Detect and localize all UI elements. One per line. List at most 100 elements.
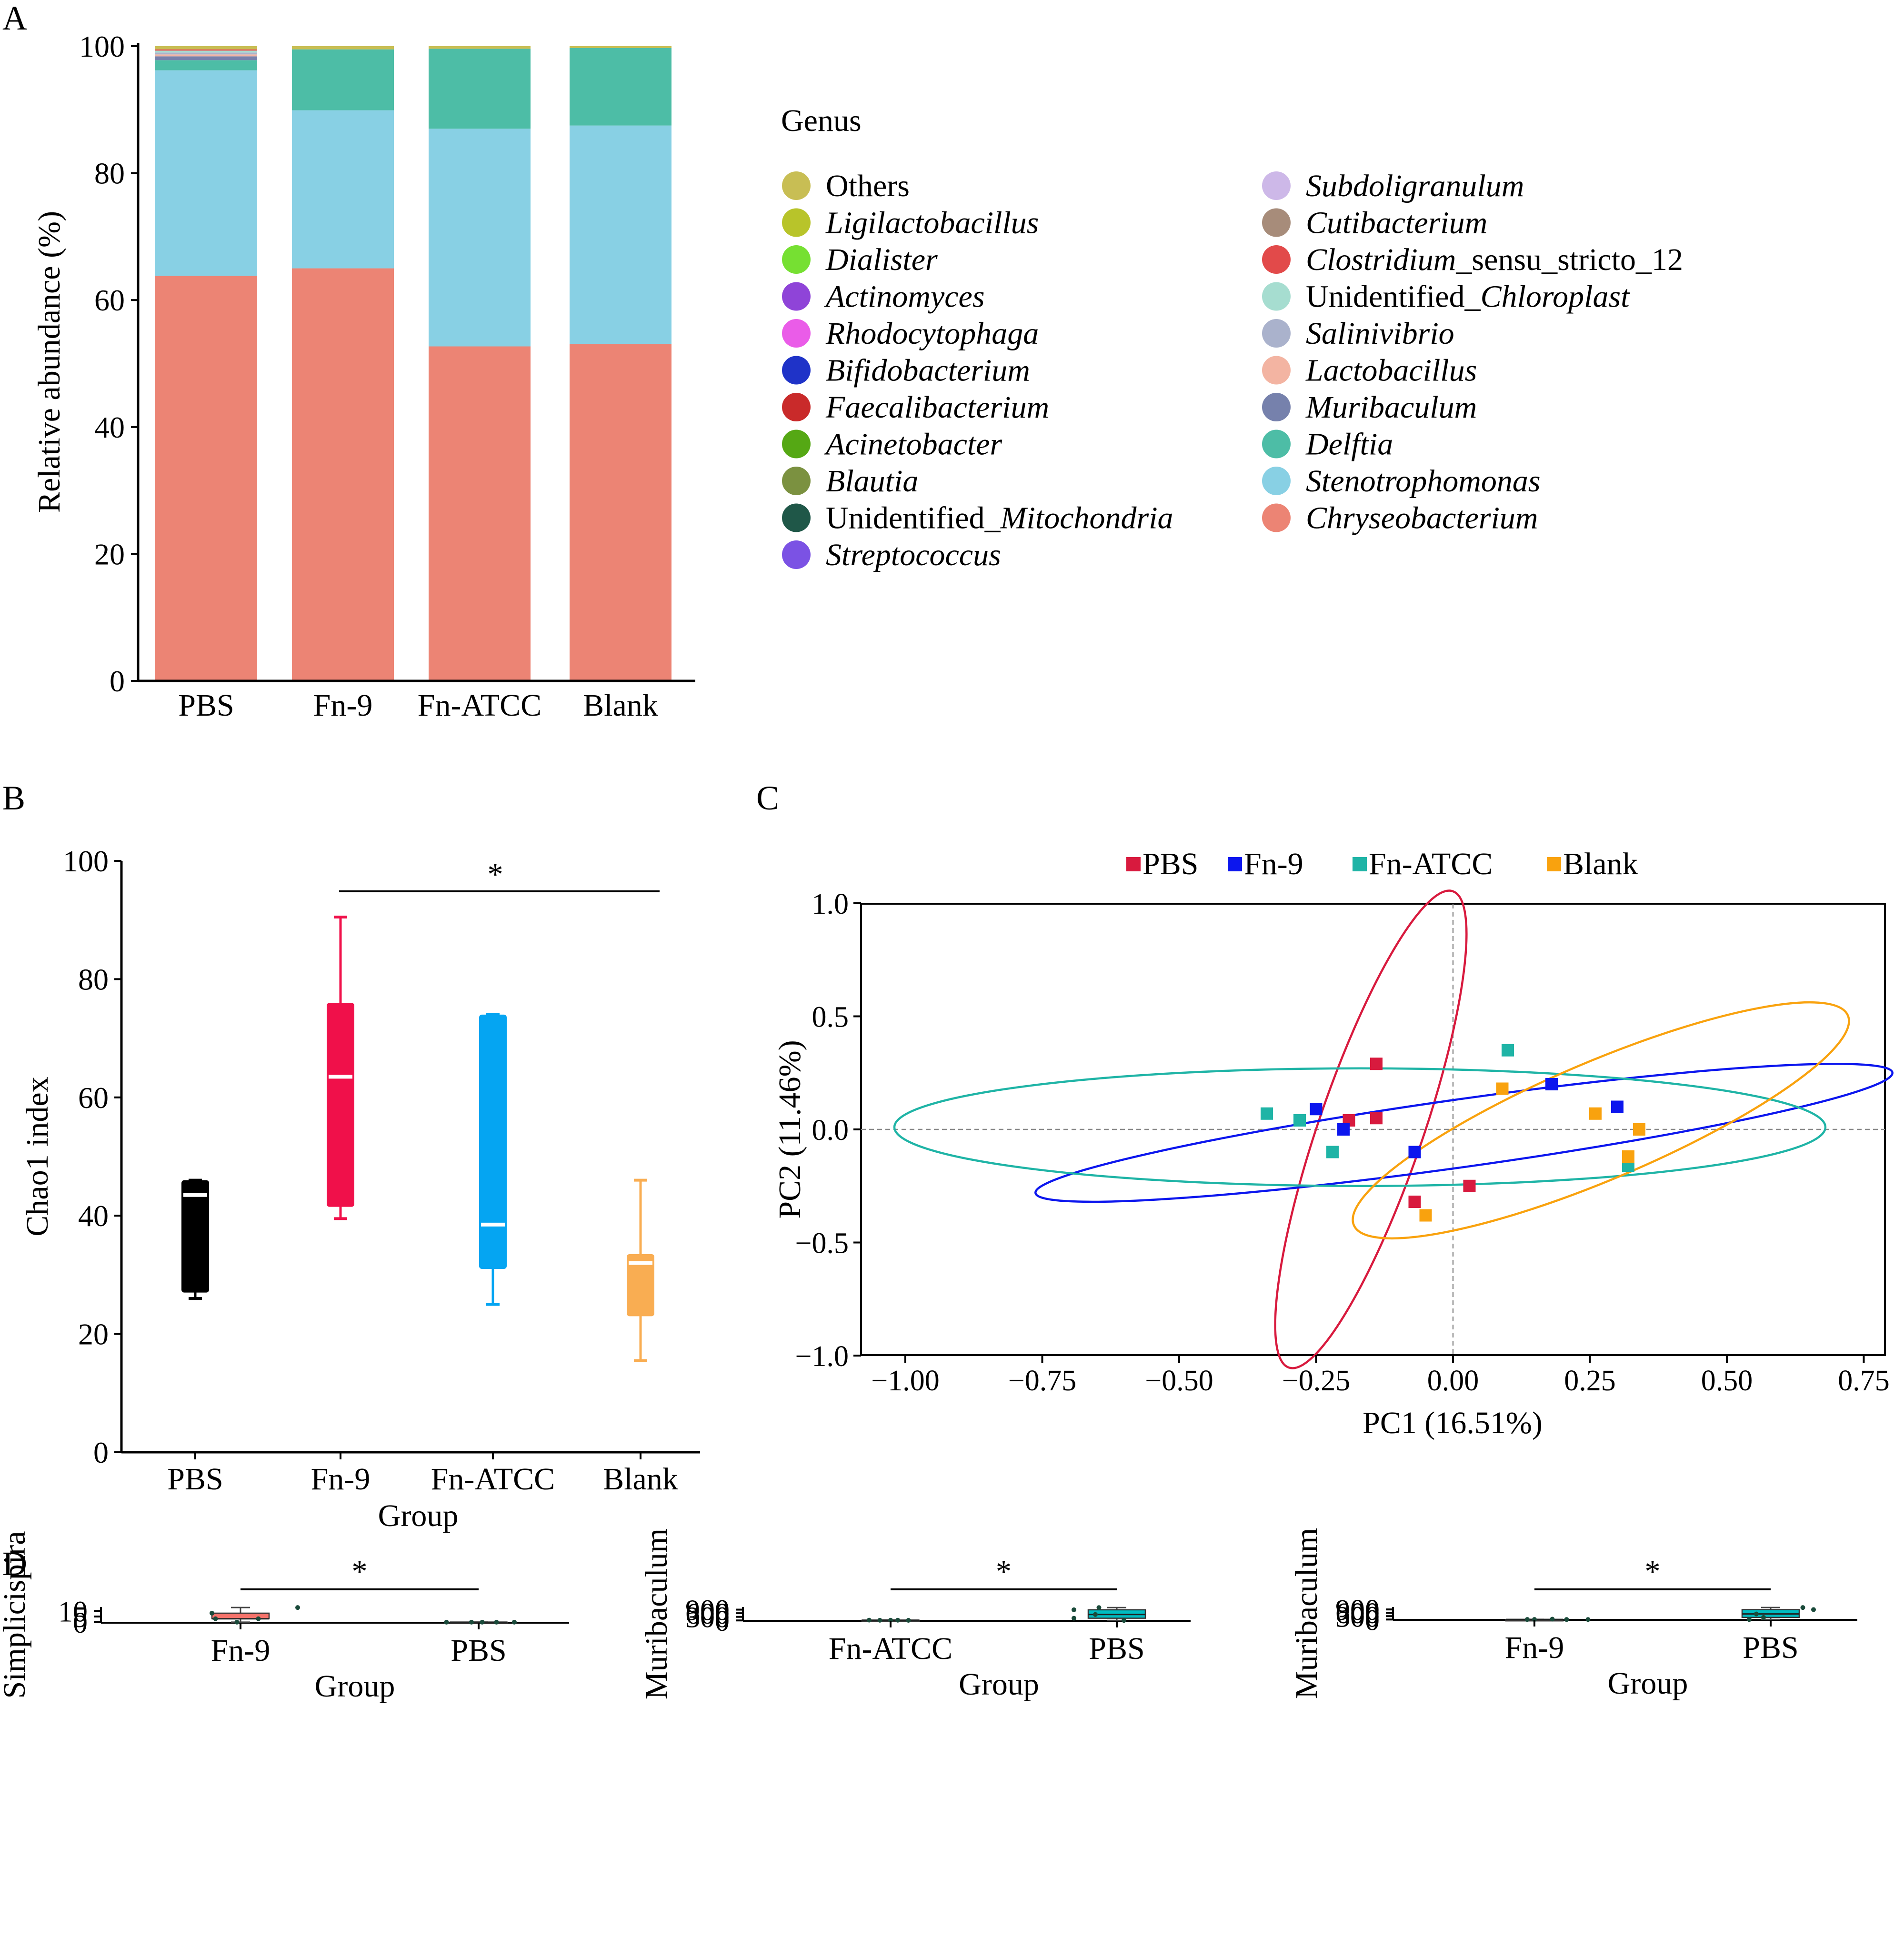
- box-body: [627, 1254, 654, 1317]
- legend-item-stenotrophomonas: Stenotrophomonas: [1262, 464, 1541, 499]
- point-fn-atcc: [1326, 1146, 1339, 1158]
- legend-label: Stenotrophomonas: [1306, 464, 1541, 499]
- legend-swatch: [782, 356, 811, 385]
- legend-item-subdoligranulum: Subdoligranulum: [1262, 169, 1524, 203]
- x-tick-label: Fn-9: [1505, 1630, 1564, 1665]
- y-tick-label: 0: [110, 664, 125, 698]
- legend-label: Others: [826, 169, 910, 203]
- y-tick-label: 900: [685, 1595, 730, 1627]
- legend-label: Chryseobacterium: [1306, 501, 1538, 536]
- bar-segment-fn-atcc-delftia: [429, 49, 531, 129]
- data-point-pbs: [1761, 1615, 1766, 1620]
- bar-segment-fn-atcc-others: [429, 46, 531, 49]
- legend-swatch: [1262, 467, 1291, 495]
- legend-item-salinivibrio: Salinivibrio: [1262, 316, 1454, 351]
- y-tick-label: 0: [1365, 1604, 1380, 1637]
- panel-a-x-tick-labels: PBS Fn-9 Fn-ATCC Blank: [178, 688, 658, 723]
- legend-label: Cutibacterium: [1306, 206, 1487, 240]
- data-point-fn-9: [234, 1619, 240, 1625]
- legend-swatch: [782, 393, 811, 421]
- bar-segment-blank-others: [570, 46, 671, 48]
- y-tick-label: 600: [1335, 1597, 1380, 1630]
- data-point-fn-atcc: [906, 1617, 911, 1623]
- legend-label: PBS: [1142, 847, 1198, 881]
- panel-a-legend-title: Genus: [781, 103, 862, 138]
- bar-segment-blank-delftia: [570, 48, 671, 126]
- x-tick-label: PBS: [178, 688, 234, 723]
- x-tick-label: Fn-ATCC: [431, 1462, 555, 1497]
- point-blank: [1589, 1107, 1602, 1120]
- data-point-pbs: [444, 1619, 449, 1625]
- point-fn-9: [1310, 1103, 1323, 1116]
- bar-segment-pbs-others: [155, 46, 257, 50]
- x-tick-label: Blank: [603, 1462, 678, 1497]
- panel-c-y-ticks: −1.0 −0.5 0.0 0.5 1.0: [795, 888, 861, 1373]
- bar-segment-fn-9-chryseobacterium: [292, 268, 394, 681]
- legend-swatch: [782, 282, 811, 311]
- legend-item-others: Others: [782, 169, 910, 203]
- legend-label: Lactobacillus: [1305, 353, 1477, 388]
- data-point-pbs: [1122, 1618, 1126, 1623]
- legend-item-cutibacterium: Cutibacterium: [1262, 206, 1487, 240]
- data-point-fn-9: [1525, 1617, 1530, 1622]
- legend-item-actinomyces: Actinomyces: [782, 279, 985, 314]
- significance-mark: *: [996, 1554, 1012, 1589]
- legend-item-unidentified-mitochondria: Unidentified_Mitochondria: [782, 501, 1173, 536]
- x-axis-label: Group: [959, 1667, 1039, 1702]
- legend-item-blautia: Blautia: [782, 464, 918, 499]
- legend-swatch: [782, 171, 811, 200]
- x-tick-label: Fn-ATCC: [829, 1631, 952, 1666]
- bar-segment-blank-chryseobacterium: [570, 344, 671, 681]
- box-blank: [627, 1178, 654, 1362]
- x-tick-label: −0.75: [1008, 1365, 1076, 1397]
- legend-item-pbs: PBS: [1126, 847, 1198, 881]
- legend-swatch: [1262, 503, 1291, 532]
- data-point-pbs: [1072, 1607, 1076, 1612]
- panel-c-x-ticks: −1.00 −0.75 −0.50 −0.25 0.00 0.25 0.50 0.75: [871, 1355, 1890, 1397]
- legend-swatch: [782, 208, 811, 237]
- y-tick-label: 60: [78, 1081, 109, 1115]
- box-body: [327, 1003, 354, 1207]
- panel-a-legend: OthersLigilactobacillusDialisterActinomy…: [782, 169, 1683, 572]
- x-tick-label: Fn-ATCC: [418, 688, 541, 723]
- x-tick-label: Fn-9: [311, 1462, 371, 1497]
- x-tick-label: −0.50: [1145, 1365, 1213, 1397]
- y-tick-label: −0.5: [795, 1227, 849, 1260]
- x-tick-label: Blank: [583, 688, 658, 723]
- bar-segment-pbs-unidentified-chloroplast: [155, 50, 257, 53]
- y-tick-label: 0: [715, 1605, 730, 1637]
- x-tick-label: Fn-9: [313, 688, 373, 723]
- bar-segment-pbs-muribaculum: [155, 56, 257, 60]
- legend-label: Unidentified_Chloroplast: [1306, 279, 1630, 314]
- point-fn-atcc: [1293, 1114, 1306, 1127]
- bar-segment-fn-atcc-stenotrophomonas: [429, 129, 531, 347]
- data-point-pbs: [512, 1619, 517, 1625]
- panel-b-y-ticks: 0 20 40 60 80 100: [63, 844, 121, 1469]
- bar-segment-blank-stenotrophomonas: [570, 125, 671, 344]
- legend-swatch: [1262, 245, 1291, 274]
- data-point-pbs: [494, 1619, 499, 1625]
- box-pbs: [181, 1178, 209, 1300]
- point-pbs: [1408, 1196, 1421, 1208]
- significance-mark: *: [488, 857, 503, 892]
- bar-segment-fn-atcc-chryseobacterium: [429, 346, 531, 681]
- legend-label: Subdoligranulum: [1306, 169, 1524, 203]
- legend-item-ligilactobacillus: Ligilactobacillus: [782, 206, 1039, 240]
- legend-label: Ligilactobacillus: [825, 206, 1039, 240]
- data-point-fn-atcc: [867, 1617, 872, 1623]
- confidence-ellipse-fn-9: [1034, 1063, 1894, 1203]
- y-tick-label: 1.0: [812, 888, 849, 920]
- bar-segment-fn-9-delftia: [292, 49, 394, 110]
- legend-label: Blautia: [826, 464, 918, 499]
- significance-mark: *: [1645, 1554, 1661, 1589]
- legend-swatch: [782, 319, 811, 348]
- data-point-pbs: [1072, 1616, 1076, 1621]
- x-tick-label: PBS: [451, 1633, 506, 1668]
- y-axis-label: Muribaculum: [639, 1528, 674, 1699]
- point-fn-atcc: [1502, 1044, 1514, 1057]
- point-fn-9: [1545, 1078, 1558, 1090]
- y-tick-label: 20: [78, 1317, 109, 1351]
- panel-b-label: B: [2, 779, 25, 817]
